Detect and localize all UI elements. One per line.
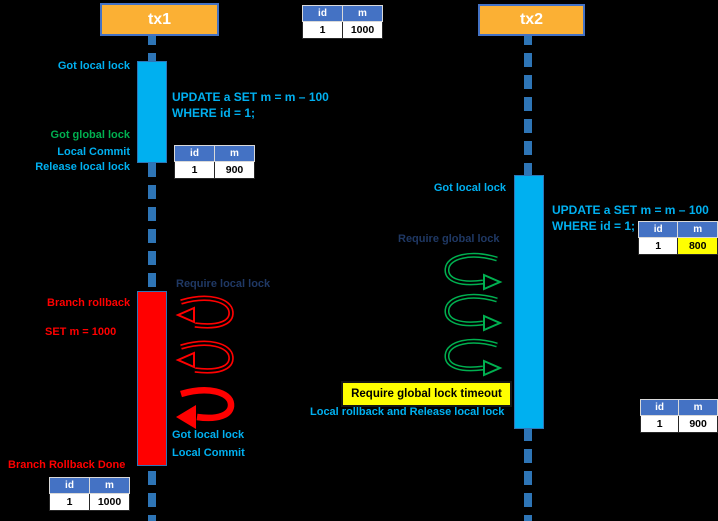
- table-tx1-after-header-id: id: [174, 145, 215, 162]
- tx1-set-m-label: SET m = 1000: [45, 326, 117, 338]
- require-local-lock-arrow-2: [175, 340, 234, 374]
- table-tx1-after-header-m: m: [214, 145, 255, 162]
- table-tx2-final-header-m: m: [678, 399, 718, 416]
- tx1-got-local-lock-2-label: Got local lock: [172, 429, 245, 441]
- table-row: 1 900: [639, 415, 718, 433]
- table-tx2-final-m-value: 900: [678, 415, 718, 433]
- tx1-local-commit-2-label: Local Commit: [172, 447, 245, 459]
- tx1-local-commit-label: Local Commit: [57, 146, 130, 158]
- table-tx2-final-header-id: id: [639, 399, 680, 416]
- table-tx1-after-id-value: 1: [174, 161, 215, 179]
- table-row: 1 800: [637, 237, 718, 255]
- table-initial: id m 1 1000: [302, 5, 383, 39]
- require-local-lock-arrow-3: [176, 387, 235, 429]
- actor-tx1: tx1: [100, 3, 219, 36]
- tx2-global-lock-timeout-label: Require global lock timeout: [351, 388, 502, 400]
- table-tx2-after-id-value: 1: [637, 237, 679, 255]
- require-global-lock-arrow-2: [444, 293, 503, 332]
- actor-tx2-label: tx2: [519, 11, 544, 28]
- tx2-update-statement-line1: UPDATE a SET m = m – 100: [552, 203, 709, 217]
- table-tx1-after-branch-rollback: id m 1 1000: [49, 477, 130, 511]
- table-tx2-final-id-value: 1: [639, 415, 680, 433]
- table-row: 1 1000: [49, 493, 130, 511]
- table-initial-id-value: 1: [302, 21, 343, 39]
- table-tx2-after-m-value-highlighted: 800: [677, 237, 718, 255]
- table-initial-m-value: 1000: [342, 21, 383, 39]
- require-local-lock-arrow-1: [175, 295, 234, 329]
- table-tx1-after-m-value: 900: [214, 161, 255, 179]
- tx1-update-statement-line2: WHERE id = 1;: [172, 106, 256, 120]
- require-global-lock-arrow-1: [444, 252, 503, 291]
- table-initial-header-id: id: [302, 5, 343, 22]
- tx1-rollback-bar: [137, 291, 167, 466]
- tx1-require-local-lock-label: Require local lock: [176, 278, 271, 290]
- require-global-lock-arrow-3: [444, 338, 503, 377]
- actor-tx1-label: tx1: [147, 10, 172, 28]
- tx2-global-lock-timeout-box: Require global lock timeout: [341, 381, 512, 407]
- table-tx1-final-m-value: 1000: [89, 493, 130, 511]
- table-tx2-after-update: id m 1 800: [637, 221, 718, 255]
- table-tx1-final-id-value: 1: [49, 493, 90, 511]
- tx2-update-statement-line2: WHERE id = 1;: [552, 219, 636, 233]
- tx2-local-rollback-label: Local rollback and Release local lock: [310, 406, 505, 418]
- table-row: 1 900: [174, 161, 255, 179]
- tx2-activation-bar: [514, 175, 544, 429]
- tx1-got-local-lock-label: Got local lock: [57, 60, 130, 72]
- table-tx2-after-header-m: m: [677, 221, 718, 238]
- table-tx2-after-rollback: id m 1 900: [639, 399, 718, 433]
- actor-tx2: tx2: [478, 4, 585, 36]
- table-row: 1 1000: [302, 21, 383, 39]
- tx1-activation-bar: [137, 61, 167, 163]
- tx1-branch-rollback-done-label: Branch Rollback Done: [8, 459, 126, 471]
- table-initial-header-m: m: [342, 5, 383, 22]
- tx1-got-global-lock-label: Got global lock: [50, 129, 130, 141]
- table-tx1-after-commit: id m 1 900: [174, 145, 255, 179]
- tx1-release-local-lock-label: Release local lock: [35, 161, 130, 173]
- table-tx2-after-header-id: id: [637, 221, 679, 238]
- tx1-branch-rollback-label: Branch rollback: [47, 297, 131, 309]
- table-tx1-final-header-id: id: [49, 477, 90, 494]
- tx1-update-statement-line1: UPDATE a SET m = m – 100: [172, 90, 329, 104]
- table-tx1-final-header-m: m: [89, 477, 130, 494]
- tx2-got-local-lock-label: Got local lock: [433, 182, 506, 194]
- tx2-require-global-lock-label: Require global lock: [398, 233, 500, 245]
